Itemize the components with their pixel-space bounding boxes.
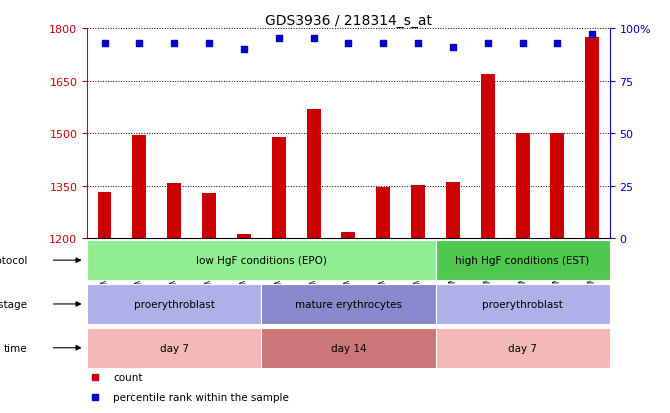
Point	[204, 40, 214, 47]
Bar	[436, 328, 610, 368]
Text: proerythroblast: proerythroblast	[134, 299, 214, 309]
Bar	[307, 109, 320, 239]
Point	[448, 45, 458, 51]
Point	[482, 40, 493, 47]
Point	[517, 40, 528, 47]
Bar	[237, 234, 251, 239]
Bar	[261, 328, 436, 368]
Bar	[87, 284, 261, 324]
Bar	[446, 183, 460, 239]
Point	[273, 36, 284, 43]
Bar	[481, 75, 494, 239]
Text: count: count	[113, 373, 143, 382]
Bar	[98, 192, 111, 239]
Point	[134, 40, 145, 47]
Text: growth protocol: growth protocol	[0, 256, 27, 266]
Bar	[261, 284, 436, 324]
Text: day 14: day 14	[330, 343, 366, 353]
Point	[378, 40, 389, 47]
Bar	[133, 135, 146, 239]
Point	[552, 40, 563, 47]
Point	[413, 40, 423, 47]
Point	[343, 40, 354, 47]
Text: proerythroblast: proerythroblast	[482, 299, 563, 309]
Bar	[411, 185, 425, 239]
Text: mature erythrocytes: mature erythrocytes	[295, 299, 402, 309]
Text: development stage: development stage	[0, 299, 27, 309]
Bar	[272, 137, 285, 239]
Text: day 7: day 7	[508, 343, 537, 353]
Bar	[436, 240, 610, 280]
Text: day 7: day 7	[159, 343, 189, 353]
Bar	[377, 188, 390, 239]
Bar	[168, 183, 181, 239]
Text: percentile rank within the sample: percentile rank within the sample	[113, 392, 289, 402]
Bar	[87, 240, 436, 280]
Text: low HgF conditions (EPO): low HgF conditions (EPO)	[196, 256, 327, 266]
Bar	[202, 193, 216, 239]
Text: time: time	[3, 343, 27, 353]
Bar	[551, 134, 564, 239]
Title: GDS3936 / 218314_s_at: GDS3936 / 218314_s_at	[265, 14, 432, 28]
Point	[99, 40, 110, 47]
Bar	[87, 328, 261, 368]
Bar	[586, 38, 599, 239]
Bar	[436, 284, 610, 324]
Point	[239, 47, 249, 53]
Bar	[516, 134, 529, 239]
Text: high HgF conditions (EST): high HgF conditions (EST)	[456, 256, 590, 266]
Bar	[342, 233, 355, 239]
Point	[308, 36, 319, 43]
Point	[169, 40, 180, 47]
Point	[587, 32, 598, 38]
